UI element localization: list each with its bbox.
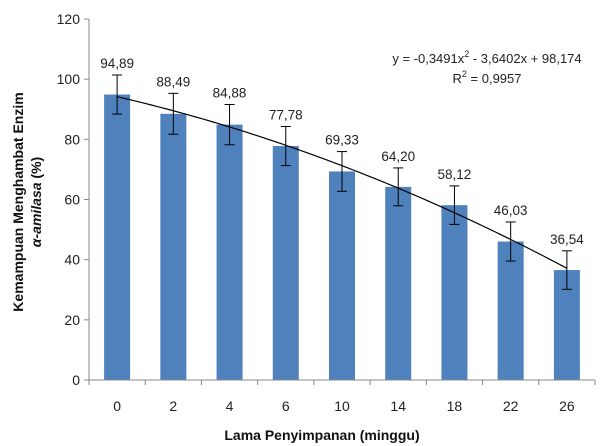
x-tick-label: 18 — [447, 398, 463, 414]
y-axis-title-italic: α-amilasa — [28, 182, 44, 247]
x-tick-label: 0 — [113, 398, 121, 414]
y-axis-title-rest: (%) — [28, 157, 44, 183]
trend-equation-prefix: y = -0,3491x — [392, 51, 464, 66]
y-tick-label: 0 — [72, 372, 80, 388]
bar — [104, 94, 131, 381]
error-bars — [112, 74, 572, 290]
trend-r2: R2 = 0,9957 — [453, 69, 522, 86]
x-tick-label: 4 — [226, 398, 234, 414]
trend-r2-prefix: R — [453, 71, 462, 86]
bar — [441, 205, 468, 380]
x-tick-label: 14 — [390, 398, 406, 414]
x-tick-label: 10 — [334, 398, 350, 414]
bar — [216, 124, 243, 380]
data-label: 94,89 — [100, 56, 134, 71]
trend-r2-suffix: = 0,9957 — [467, 71, 522, 86]
x-tick-label: 2 — [169, 398, 177, 414]
y-axis-title-line2: α-amilasa (%) — [28, 157, 44, 247]
y-tick-label: 20 — [64, 312, 80, 328]
trendline — [116, 96, 568, 269]
x-tick-label: 6 — [282, 398, 290, 414]
bar — [160, 113, 187, 381]
bar — [497, 241, 524, 380]
x-tick-label: 26 — [559, 398, 575, 414]
data-label: 46,03 — [494, 203, 528, 218]
y-tick-label: 100 — [57, 71, 81, 87]
data-label: 58,12 — [438, 167, 472, 182]
trend-r2-sup: 2 — [462, 69, 467, 79]
data-label: 69,33 — [325, 133, 359, 148]
bar — [272, 146, 299, 380]
data-label: 36,54 — [550, 232, 584, 247]
data-label: 84,88 — [213, 85, 247, 100]
x-tick-label: 22 — [503, 398, 519, 414]
y-tick-label: 120 — [57, 11, 81, 27]
data-label: 88,49 — [156, 74, 190, 89]
data-label: 77,78 — [269, 107, 303, 122]
y-axis-title: Kemampuan Menghambat Enzim α-amilasa (%) — [10, 92, 44, 311]
trend-equation: y = -0,3491x2 - 3,6402x + 98,174 — [392, 49, 581, 66]
bar — [385, 186, 412, 380]
y-axis-title-line1: Kemampuan Menghambat Enzim — [10, 92, 26, 311]
y-tick-label: 80 — [64, 131, 80, 147]
bars — [104, 94, 580, 381]
bar — [329, 171, 355, 380]
y-tick-label: 40 — [64, 252, 80, 268]
x-axis-title: Lama Penyimpanan (minggu) — [224, 427, 419, 443]
data-label: 64,20 — [381, 149, 415, 164]
data-labels: 94,89 88,49 84,88 77,78 69,33 64,20 58,12 46,03… — [100, 56, 584, 247]
y-tick-label: 60 — [64, 192, 80, 208]
trend-equation-sup: 2 — [464, 49, 469, 59]
trend-equation-suffix: - 3,6402x + 98,174 — [469, 51, 581, 66]
